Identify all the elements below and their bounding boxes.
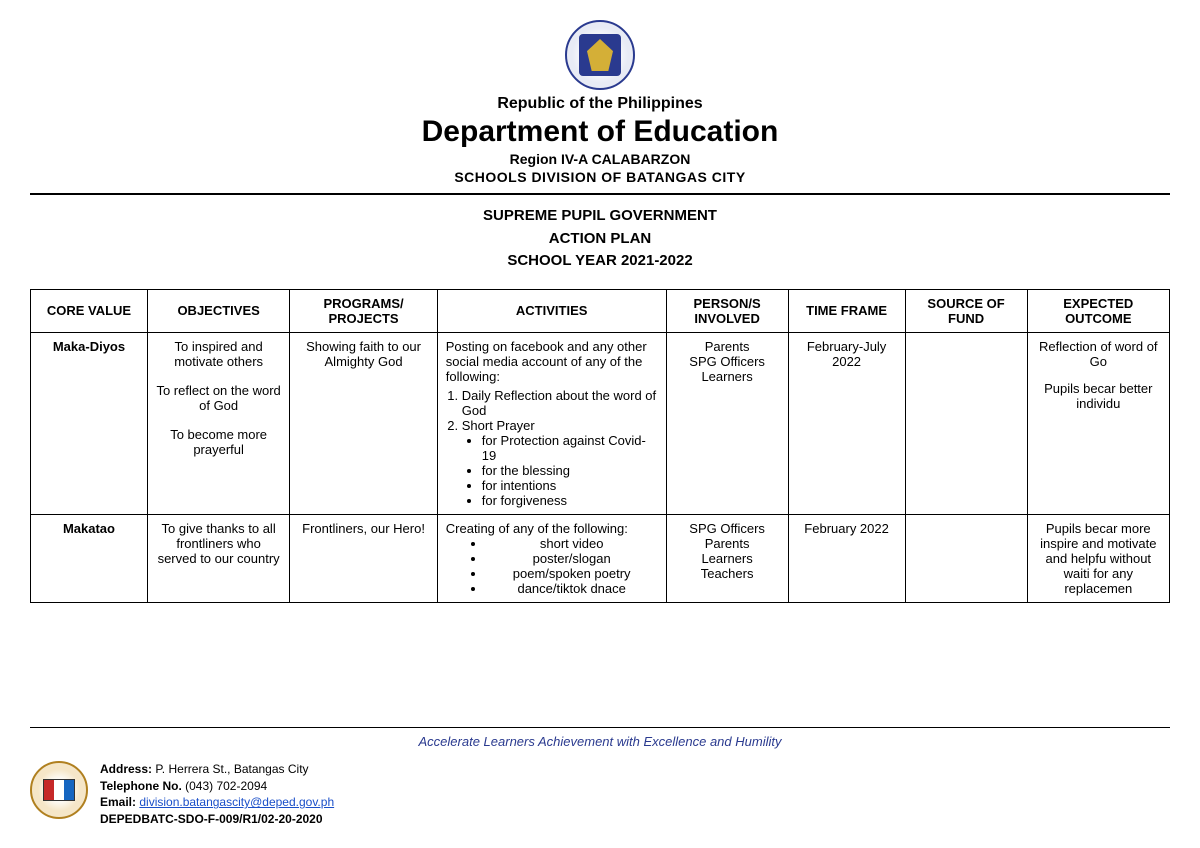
header-core-value: CORE VALUE [31,289,148,332]
title-line-2: ACTION PLAN [30,228,1170,251]
cell-fund [905,332,1027,514]
footer-motto: Accelerate Learners Achievement with Exc… [30,734,1170,749]
header-fund: SOURCE OF FUND [905,289,1027,332]
cell-outcome: Pupils becar more inspire and motivate a… [1027,514,1169,602]
header-persons: PERSON/S INVOLVED [666,289,788,332]
cell-outcome: Reflection of word of Go Pupils becar be… [1027,332,1169,514]
footer-email-link[interactable]: division.batangascity@deped.gov.ph [139,795,334,809]
cell-persons: Parents SPG Officers Learners [666,332,788,514]
table-row: Makatao To give thanks to all frontliner… [31,514,1170,602]
action-plan-table: CORE VALUE OBJECTIVES PROGRAMS/ PROJECTS… [30,289,1170,603]
page-footer: Accelerate Learners Achievement with Exc… [30,727,1170,828]
header-rule [30,193,1170,195]
cell-programs: Showing faith to our Almighty God [290,332,437,514]
cell-timeframe: February 2022 [788,514,905,602]
department-line: Department of Education [30,115,1170,149]
cell-core-value: Maka-Diyos [31,332,148,514]
cell-persons: SPG Officers Parents Learners Teachers [666,514,788,602]
title-line-1: SUPREME PUPIL GOVERNMENT [30,205,1170,228]
cell-activities: Posting on facebook and any other social… [437,332,666,514]
region-line: Region IV-A CALABARZON [30,151,1170,167]
header-objectives: OBJECTIVES [147,289,289,332]
cell-objectives: To inspired and motivate others To refle… [147,332,289,514]
cell-core-value: Makatao [31,514,148,602]
document-title: SUPREME PUPIL GOVERNMENT ACTION PLAN SCH… [30,205,1170,273]
letterhead: Republic of the Philippines Department o… [30,20,1170,185]
header-activities: ACTIVITIES [437,289,666,332]
footer-contact: Address: P. Herrera St., Batangas City T… [100,761,334,828]
division-seal-icon [30,761,88,819]
division-line: SCHOOLS DIVISION OF BATANGAS CITY [30,169,1170,185]
header-programs: PROGRAMS/ PROJECTS [290,289,437,332]
republic-line: Republic of the Philippines [30,95,1170,113]
table-header-row: CORE VALUE OBJECTIVES PROGRAMS/ PROJECTS… [31,289,1170,332]
table-row: Maka-Diyos To inspired and motivate othe… [31,332,1170,514]
header-timeframe: TIME FRAME [788,289,905,332]
cell-fund [905,514,1027,602]
header-outcome: EXPECTED OUTCOME [1027,289,1169,332]
deped-seal-icon [565,20,635,90]
cell-timeframe: February-July 2022 [788,332,905,514]
cell-activities: Creating of any of the following: short … [437,514,666,602]
title-line-3: SCHOOL YEAR 2021-2022 [30,250,1170,273]
cell-objectives: To give thanks to all frontliners who se… [147,514,289,602]
cell-programs: Frontliners, our Hero! [290,514,437,602]
footer-rule [30,727,1170,728]
